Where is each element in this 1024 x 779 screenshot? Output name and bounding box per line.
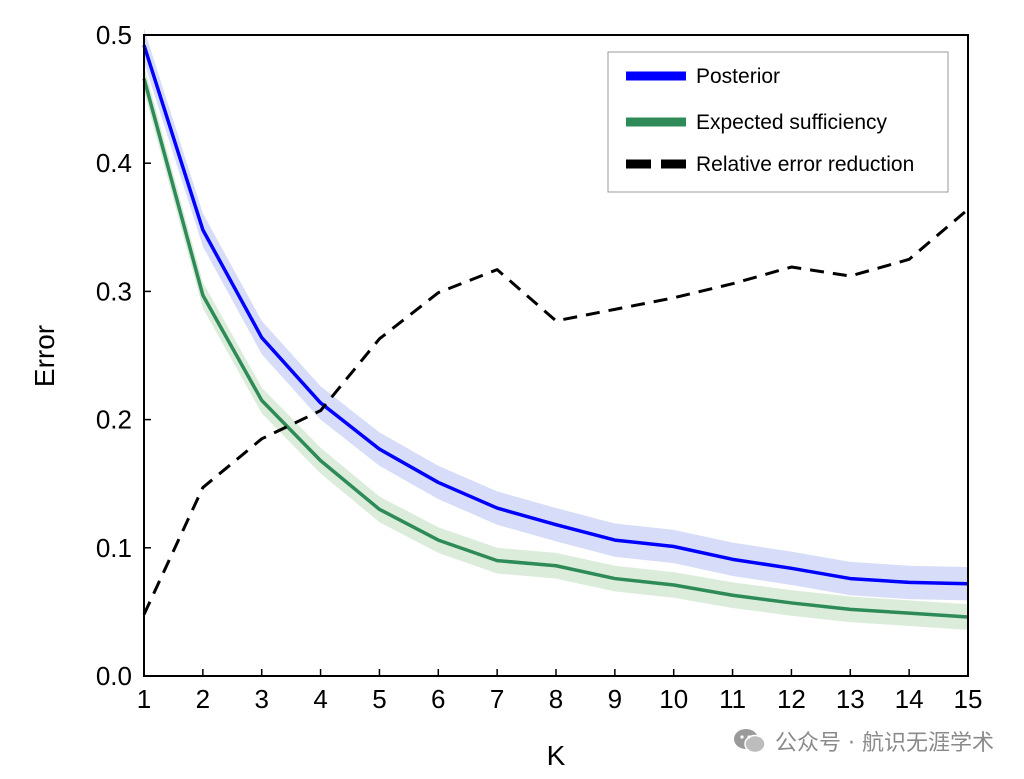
confidence-bands <box>144 28 968 630</box>
x-tick-label: 7 <box>490 684 504 714</box>
y-tick-label: 0.3 <box>96 276 132 306</box>
x-tick-label: 11 <box>719 684 746 714</box>
x-ticks: 1 2 3 4 5 6 7 8 9 10 11 12 13 14 15 <box>137 669 983 714</box>
y-tick-label: 0.5 <box>96 20 132 50</box>
x-tick-label: 14 <box>895 684 924 714</box>
band-1 <box>144 65 968 630</box>
x-tick-label: 9 <box>608 684 622 714</box>
legend-label: Expected sufficiency <box>696 111 888 134</box>
x-tick-label: 12 <box>777 684 806 714</box>
series-line-0 <box>142 44 969 586</box>
wechat-icon <box>734 729 766 754</box>
x-tick-label: 4 <box>313 684 327 714</box>
x-tick-label: 8 <box>549 684 563 714</box>
x-tick-label: 1 <box>137 684 151 714</box>
legend: Posterior Expected sufficiency Relative er… <box>607 51 949 193</box>
watermark: 公众号 · 航识无涯学术 <box>733 725 994 757</box>
x-tick-label: 6 <box>431 684 445 714</box>
y-tick-label: 0.4 <box>96 148 132 178</box>
y-tick-label: 0.2 <box>96 405 132 435</box>
series-line-1 <box>142 78 969 619</box>
x-axis-label: K <box>547 740 566 771</box>
x-tick-label: 15 <box>954 684 983 714</box>
y-ticks: 0.0 0.1 0.2 0.3 0.4 0.5 <box>96 20 151 691</box>
legend-label: Posterior <box>696 65 780 88</box>
legend-label: Relative error reduction <box>696 153 914 176</box>
series-lines <box>142 44 969 619</box>
y-axis-label: Error <box>29 325 60 387</box>
y-tick-label: 0.1 <box>96 533 132 563</box>
x-tick-label: 3 <box>254 684 268 714</box>
x-tick-label: 5 <box>372 684 386 714</box>
watermark-text: 公众号 · 航识无涯学术 <box>775 731 994 756</box>
x-tick-label: 2 <box>196 684 210 714</box>
x-tick-label: 10 <box>659 684 688 714</box>
series-line-2 <box>142 208 969 616</box>
y-tick-label: 0.0 <box>96 661 132 691</box>
x-tick-label: 13 <box>836 684 865 714</box>
